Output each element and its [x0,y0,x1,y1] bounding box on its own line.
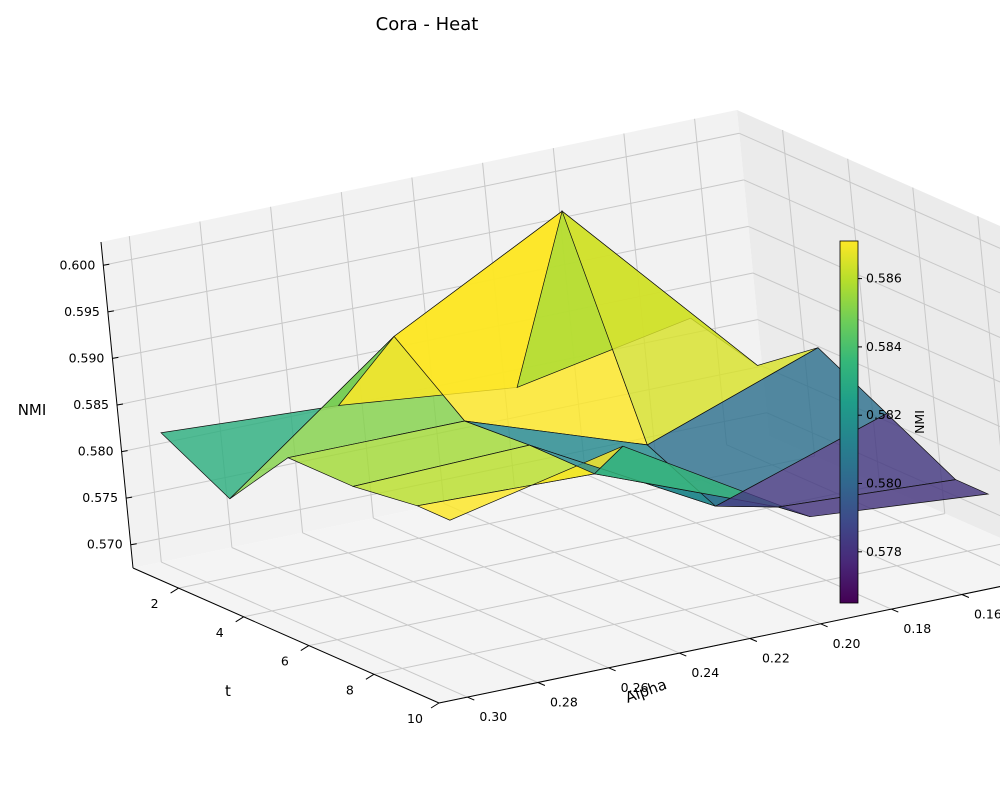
colorbar-label: NMI [912,410,927,434]
grid-line [752,272,1000,383]
alpha-tick-label: 0.20 [833,636,861,651]
alpha-tick-mark [467,696,475,701]
alpha-tick-mark [749,638,758,642]
t-tick-mark [235,616,244,623]
colorbar-scale [839,240,859,604]
t-tick-mark [365,673,375,680]
z-tick-label: 0.580 [78,444,114,459]
grid-line [743,179,1000,294]
alpha-tick-mark [537,682,546,686]
z-tick-mark [116,403,124,406]
grid-line [107,179,745,313]
grid-line [308,513,945,647]
grid-line [373,543,1000,675]
grid-line [103,132,740,266]
t-axis-label: t [225,682,231,700]
z-axis-label: NMI [18,401,47,419]
colorbar-tick-label: 0.580 [866,476,902,491]
alpha-tick-label: 0.26 [621,680,649,695]
t-tick-label: 2 [151,596,159,611]
grid-line [514,488,821,625]
alpha-tick-label: 0.28 [550,695,578,710]
t-tick-mark [430,702,440,709]
alpha-axis-line [438,586,1000,704]
alpha-tick-mark [820,623,828,628]
grid-line [161,561,468,698]
z-tick-label: 0.595 [64,304,100,319]
z-tick-mark [126,496,133,499]
z-tick-label: 0.585 [73,397,109,412]
alpha-tick-mark [608,667,616,672]
grid-line [231,547,539,683]
alpha-tick-label: 0.18 [903,621,931,636]
colorbar-tick-label: 0.582 [866,407,902,422]
t-tick-label: 4 [216,625,224,640]
z-tick-mark [103,263,110,266]
t-tick-label: 10 [407,711,423,726]
chart-title: Cora - Heat [376,14,479,35]
z-tick-mark [121,450,128,453]
z-tick-mark [112,356,119,359]
alpha-tick-label: 0.24 [691,665,719,680]
grid-line [757,319,1000,428]
alpha-tick-label: 0.22 [762,651,790,666]
alpha-tick-mark [679,652,687,657]
t-axis-line [132,567,440,704]
surface-plot [160,210,990,521]
surface-patch [777,479,990,518]
t-tick-mark [170,587,179,594]
grid-line [112,225,749,359]
alpha-tick-mark [891,608,899,613]
t-tick-mark [300,645,310,652]
colorbar: 0.578 0.580 0.582 0.584 0.586 [839,240,902,604]
grid-line [739,132,1000,249]
colorbar-tick-label: 0.586 [866,271,902,286]
t-tick-label: 8 [346,682,354,697]
alpha-tick-mark [961,594,970,598]
z-tick-mark [107,310,114,313]
grid-line [443,503,751,639]
z-tick-mark [130,543,137,546]
grid-line [302,532,609,669]
axis-ticks: 0.570 0.575 0.580 0.585 0.590 0.595 0.600 2 4 6 8 1… [60,257,1000,726]
grid-line [373,517,680,654]
z-tick-label: 0.600 [60,257,96,272]
z-tick-label: 0.575 [82,490,118,505]
alpha-tick-label: 0.30 [479,709,507,724]
grid-line [748,225,1000,338]
alpha-tick-label: 0.16 [974,607,1000,622]
colorbar-tick-label: 0.584 [866,339,902,354]
z-tick-label: 0.570 [87,537,123,552]
t-tick-label: 6 [281,654,289,669]
colorbar-tick-label: 0.578 [866,544,902,559]
z-tick-label: 0.590 [69,350,105,365]
